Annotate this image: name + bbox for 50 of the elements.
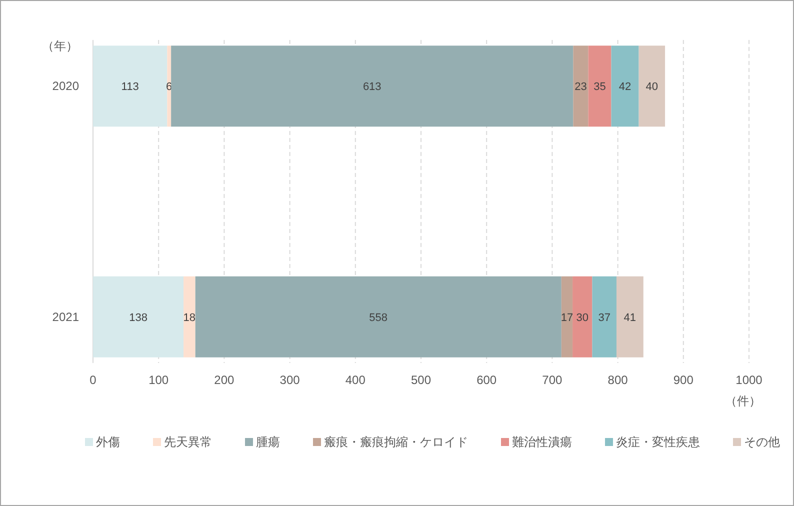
x-tick-label: 400 [345,373,366,387]
x-tick-label: 1000 [736,373,763,387]
data-label: 113 [121,81,139,94]
bar [592,276,616,358]
data-label: 30 [576,312,588,324]
y-tick-label: 2020 [52,79,80,94]
legend-label: その他 [744,435,780,449]
x-tick-label: 900 [673,373,694,387]
legend-label: 腫瘍 [256,435,280,449]
bar [93,276,184,358]
x-tick-label: 800 [608,373,628,387]
bar [167,46,172,127]
y-axis-title: （年） [42,39,78,53]
legend-label: 先天異常 [164,435,212,449]
x-tick-label: 500 [410,373,432,387]
data-label: 42 [618,81,632,94]
bar [588,46,612,127]
bar [561,276,573,358]
data-label: 40 [646,81,658,94]
x-tick-label: 300 [280,373,300,387]
data-label: 613 [362,81,382,94]
bar [184,276,196,358]
x-tick-label: 100 [148,373,169,387]
bar [611,46,639,127]
y-tick-label: 2021 [52,310,80,324]
legend-label: 瘢痕・瘢痕拘縮・ケロイド [324,435,468,449]
bar [171,46,574,127]
bar [616,276,644,358]
data-label: 17 [560,312,574,324]
bar [195,276,562,358]
data-label: 37 [598,312,610,324]
data-label: 41 [624,312,636,324]
bar [573,46,588,127]
data-label: 558 [369,312,388,324]
x-tick-label: 700 [542,373,563,387]
bar [638,46,666,127]
legend-label: 難治性潰瘍 [512,435,572,449]
x-tick-label: 0 [90,373,97,387]
data-label: 23 [574,81,587,94]
data-label: 6 [166,81,172,94]
bar [572,276,592,358]
bar [93,46,168,127]
data-label: 18 [183,312,196,324]
x-tick-label: 200 [214,373,235,387]
legend-label: 外傷 [96,435,120,449]
data-label: 35 [594,81,606,94]
data-label: 138 [129,312,148,324]
legend-label: 炎症・変性疾患 [616,435,700,449]
x-axis-title: （件） [725,394,761,408]
x-tick-label: 600 [476,373,497,387]
